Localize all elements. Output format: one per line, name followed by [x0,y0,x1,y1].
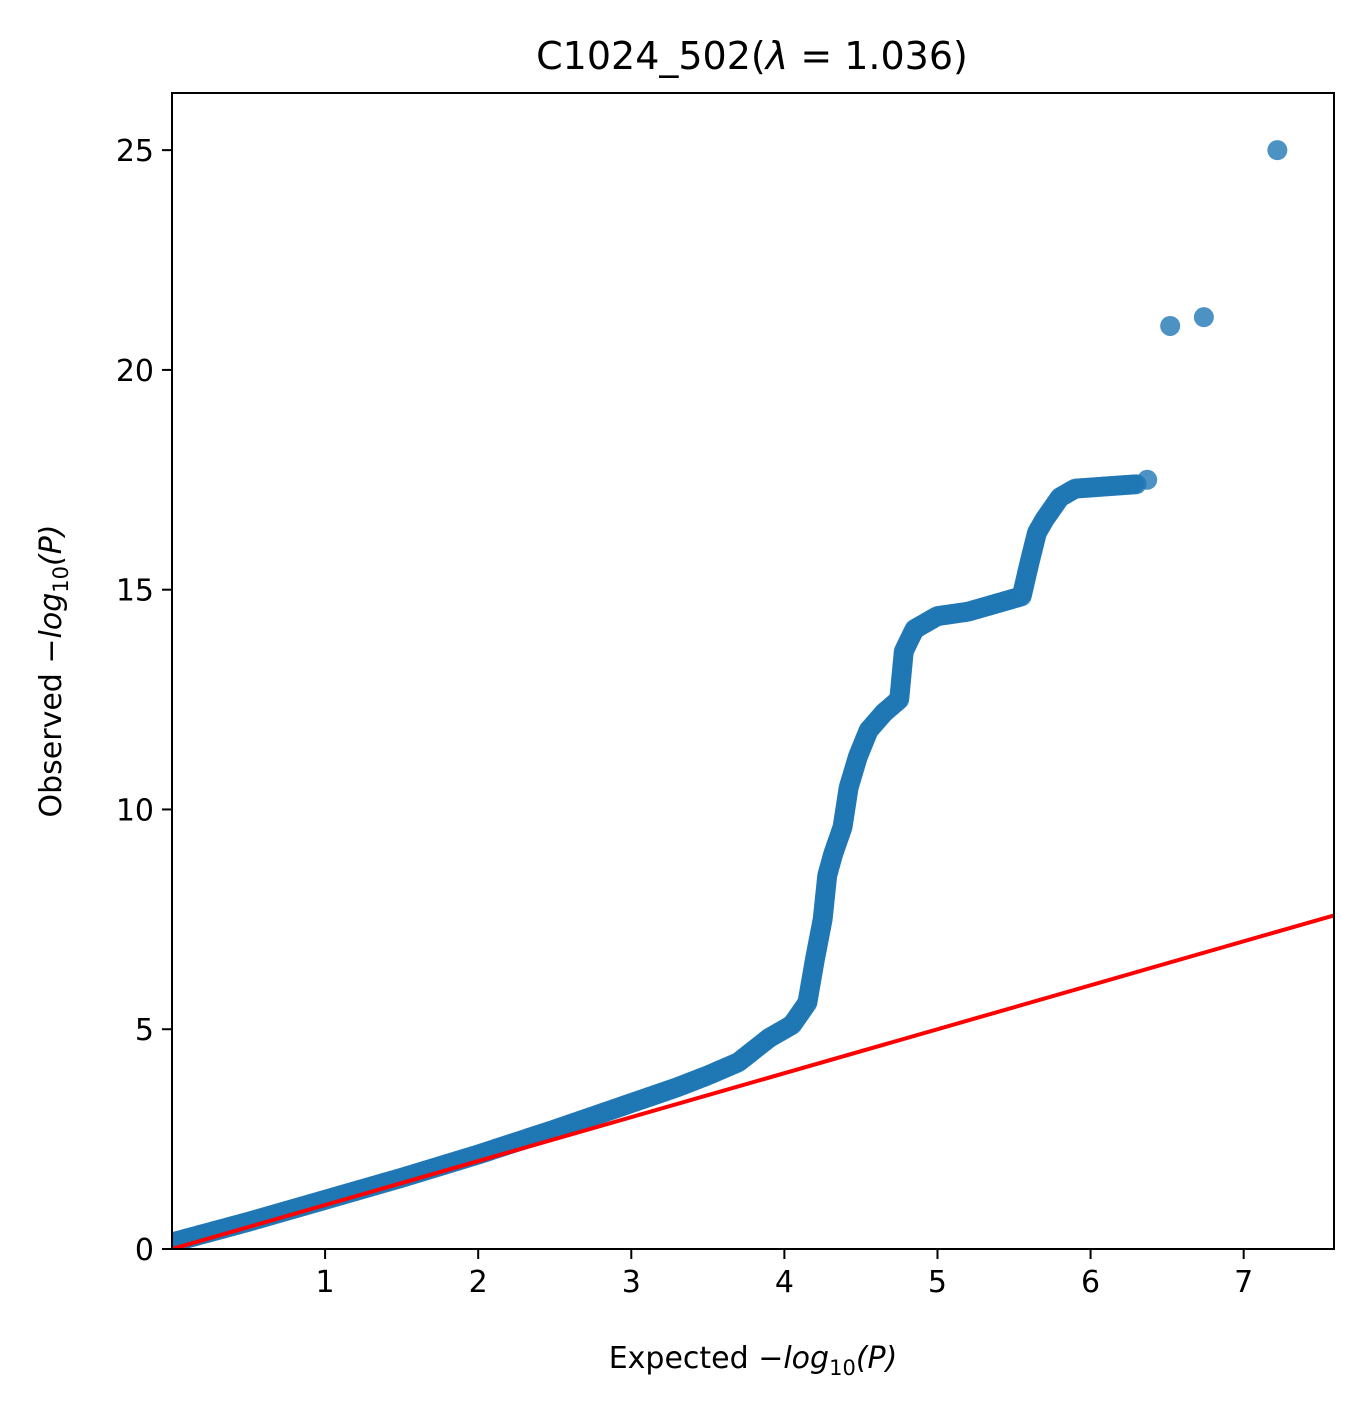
reference-line-layer [172,913,1334,1249]
outlier-point [1267,140,1288,161]
x-axis: 1 2 3 4 5 6 7 [316,1249,1253,1300]
y-tick-label: 25 [116,134,154,169]
outlier-point [1193,307,1214,328]
y-tick-label: 5 [135,1013,154,1048]
data-points [172,140,1288,1249]
x-tick-label: 5 [928,1265,947,1300]
outlier-point [1137,469,1158,490]
x-tick-label: 2 [469,1265,488,1300]
x-tick-label: 4 [775,1265,794,1300]
y-axis: 0 5 10 15 20 25 [116,134,172,1268]
y-tick-label: 10 [116,793,154,828]
y-tick-label: 20 [116,354,154,389]
x-tick-label: 1 [316,1265,335,1300]
x-tick-label: 3 [622,1265,641,1300]
plot-area [172,140,1334,1249]
chart-title: C1024_502(λ = 1.036) [536,34,968,78]
plot-frame [171,92,1335,1250]
y-tick-label: 0 [135,1233,154,1268]
outlier-point [1160,315,1181,336]
x-tick-label: 7 [1234,1265,1253,1300]
x-tick-label: 6 [1081,1265,1100,1300]
y-tick-label: 15 [116,574,154,609]
reference-line [172,913,1334,1249]
x-axis-label: Expected −log10(P) [609,1341,898,1380]
y-axis-label: Observed −log10(P) [34,525,73,818]
